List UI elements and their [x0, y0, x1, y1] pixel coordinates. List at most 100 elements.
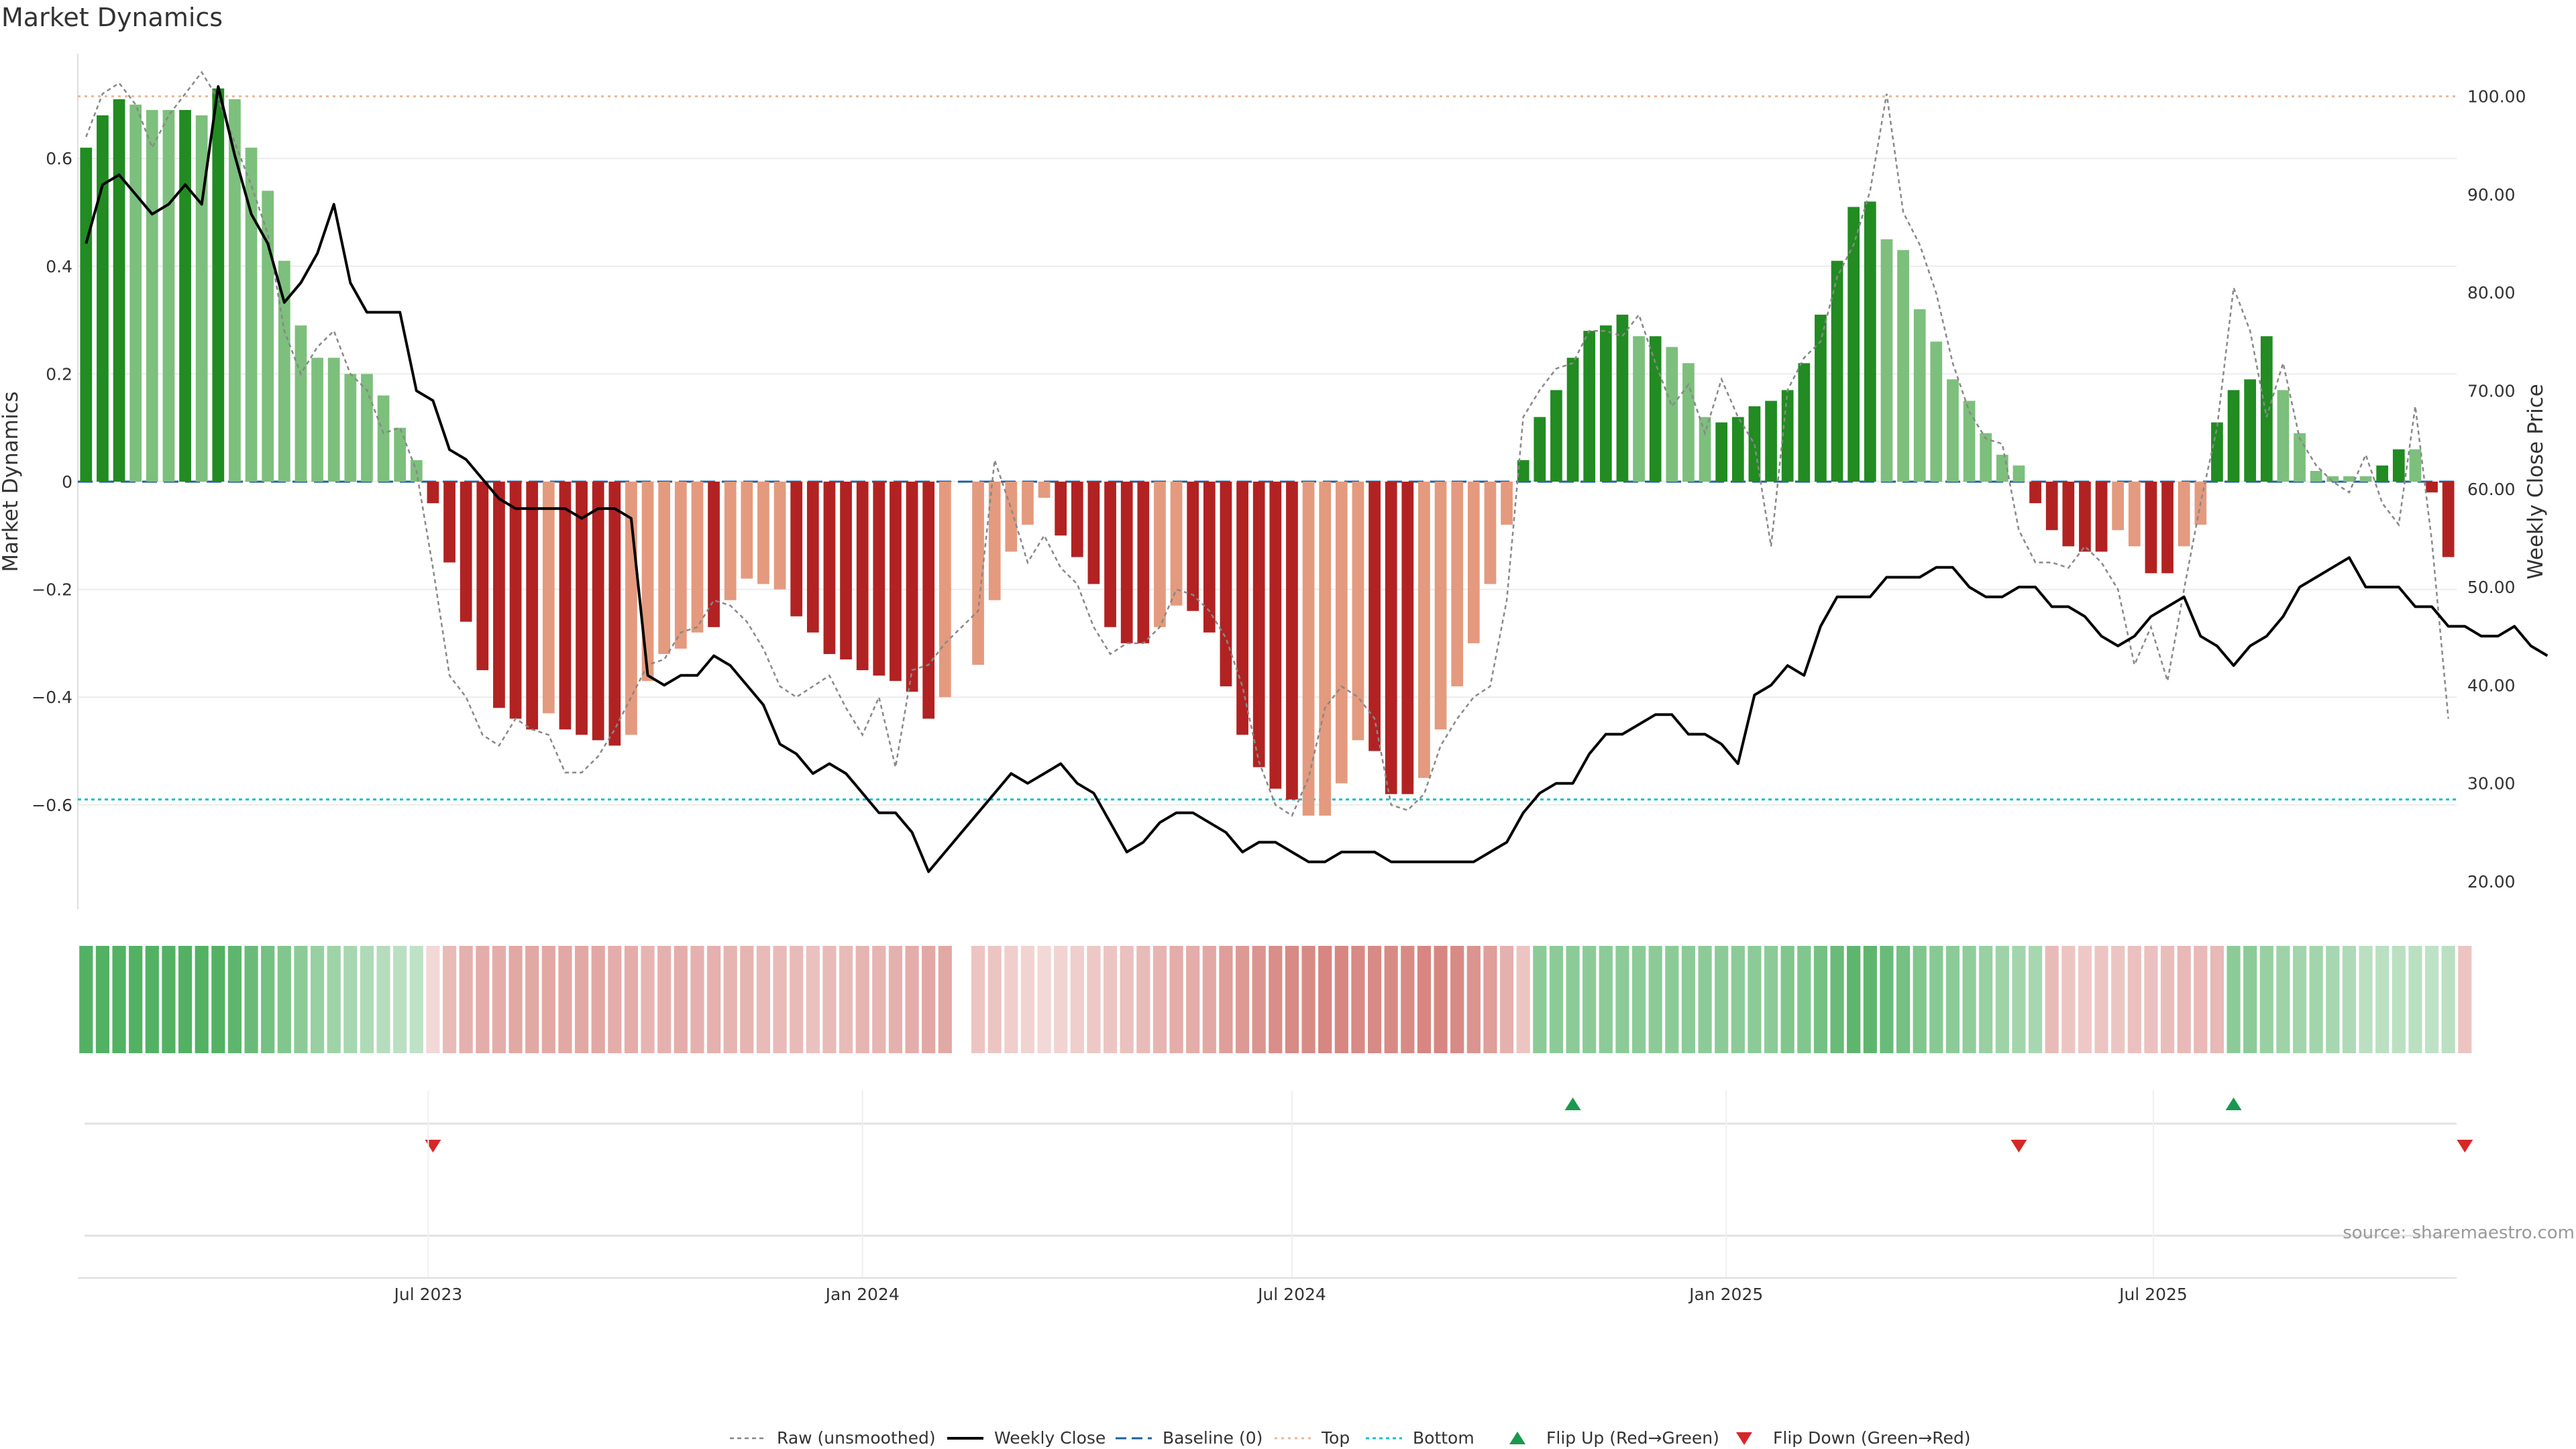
dynamics-bar — [641, 482, 654, 682]
dynamics-bar — [1599, 325, 1612, 482]
dynamics-bar — [542, 482, 555, 714]
heat-cell — [756, 946, 771, 1053]
dynamics-bar — [361, 374, 373, 482]
dynamics-bar — [2426, 482, 2438, 493]
dynamics-bar — [1170, 482, 1183, 606]
heat-cell — [1318, 946, 1332, 1053]
dynamics-bar — [1765, 400, 1777, 482]
dynamics-bar — [1187, 482, 1199, 611]
heat-cell — [2045, 946, 2059, 1053]
heat-cell — [1466, 946, 1481, 1053]
dynamics-bar — [873, 482, 885, 676]
page-title: Market Dynamics — [1, 3, 223, 32]
heat-cell — [2359, 946, 2373, 1053]
heat-cell — [1780, 946, 1794, 1053]
heat-cell — [608, 946, 622, 1053]
heat-cell — [294, 946, 308, 1053]
dynamics-bar — [1633, 336, 1645, 482]
dynamics-bar — [2310, 470, 2322, 482]
dynamics-bar — [1864, 201, 1876, 482]
dynamics-bar — [1566, 358, 1579, 482]
dynamics-bar — [1137, 482, 1150, 643]
source-text: source: sharemaestro.com — [2343, 1223, 2575, 1243]
dynamics-bar — [1484, 482, 1497, 584]
x-axis-ticks: Jul 2023 Jan 2024 Jul 2024 Jan 2025 Jul 2025 — [78, 1090, 2457, 1304]
heat-cell — [1070, 946, 1084, 1053]
heat-cell — [1252, 946, 1266, 1053]
dynamics-bar — [922, 482, 935, 719]
heat-cell — [95, 946, 110, 1053]
heat-cell — [2243, 946, 2257, 1053]
heat-cell — [1136, 946, 1150, 1053]
dynamics-bar — [262, 191, 274, 482]
heat-cell — [1847, 946, 1861, 1053]
dynamics-bar — [1104, 482, 1116, 627]
heat-cell — [1813, 946, 1828, 1053]
heat-cell — [2012, 946, 2026, 1053]
right-tick-label: 20.00 — [2467, 872, 2516, 892]
heat-cell — [624, 946, 639, 1053]
dynamics-bar — [476, 482, 489, 671]
dynamics-bar — [972, 482, 984, 665]
dynamics-bar — [840, 482, 852, 659]
heat-cell — [591, 946, 605, 1053]
dynamics-bar — [1286, 482, 1298, 800]
heat-cell — [1401, 946, 1415, 1053]
heat-cell — [773, 946, 787, 1053]
heat-cell — [922, 946, 936, 1053]
heat-cell — [195, 946, 209, 1053]
dynamics-bar — [162, 109, 175, 482]
dynamics-bar — [2359, 476, 2372, 482]
dynamics-bar — [1831, 260, 1843, 482]
legend-label: Weekly Close — [994, 1428, 1106, 1448]
heat-cell — [1549, 946, 1564, 1053]
heat-cell — [211, 946, 225, 1053]
dynamics-bar — [1649, 336, 1662, 482]
heat-cell — [327, 946, 341, 1053]
dynamics-bar — [2029, 482, 2041, 504]
heat-cell — [1351, 946, 1365, 1053]
heat-cell — [740, 946, 754, 1053]
dynamics-bar — [1203, 482, 1216, 633]
heat-cell — [2144, 946, 2158, 1053]
dynamics-bar — [2260, 336, 2273, 482]
right-tick-label: 50.00 — [2467, 578, 2516, 597]
heat-cell — [1599, 946, 1613, 1053]
left-tick-label: 0.6 — [46, 149, 72, 168]
right-tick-label: 30.00 — [2467, 774, 2516, 794]
dynamics-bar — [1038, 482, 1051, 498]
heat-cell — [1582, 946, 1597, 1053]
dynamics-bar — [757, 482, 769, 584]
x-tick-label: Jan 2025 — [1688, 1285, 1763, 1304]
heat-cell — [2309, 946, 2323, 1053]
heat-cell — [1945, 946, 1960, 1053]
right-tick-label: 100.00 — [2467, 87, 2526, 107]
dynamics-bar — [212, 88, 225, 482]
heat-cell — [376, 946, 390, 1053]
dynamics-bar — [1501, 482, 1513, 525]
heat-cell — [1219, 946, 1233, 1053]
heat-cell — [558, 946, 572, 1053]
right-tick-label: 40.00 — [2467, 676, 2516, 695]
dynamics-bar — [2376, 465, 2389, 482]
dynamics-bar — [1682, 363, 1695, 482]
dynamics-bar — [1352, 482, 1364, 741]
dynamics-bar — [344, 374, 357, 482]
heat-cell — [706, 946, 721, 1053]
heat-cell — [1566, 946, 1580, 1053]
heat-cell — [1450, 946, 1464, 1053]
heat-cell — [508, 946, 523, 1053]
dynamics-bar — [1451, 482, 1464, 687]
heat-cell — [2094, 946, 2108, 1053]
dynamics-bar — [129, 104, 142, 482]
dynamics-bar — [2145, 482, 2157, 574]
dynamics-bar — [559, 482, 572, 730]
flip-markers — [85, 1097, 2473, 1237]
heat-cell — [1152, 946, 1167, 1053]
dynamics-bar — [526, 482, 539, 730]
dynamics-bar — [1715, 422, 1728, 482]
dynamics-bar — [1071, 482, 1083, 557]
flip-down-marker — [2457, 1140, 2473, 1152]
dynamics-bar — [2326, 476, 2339, 482]
